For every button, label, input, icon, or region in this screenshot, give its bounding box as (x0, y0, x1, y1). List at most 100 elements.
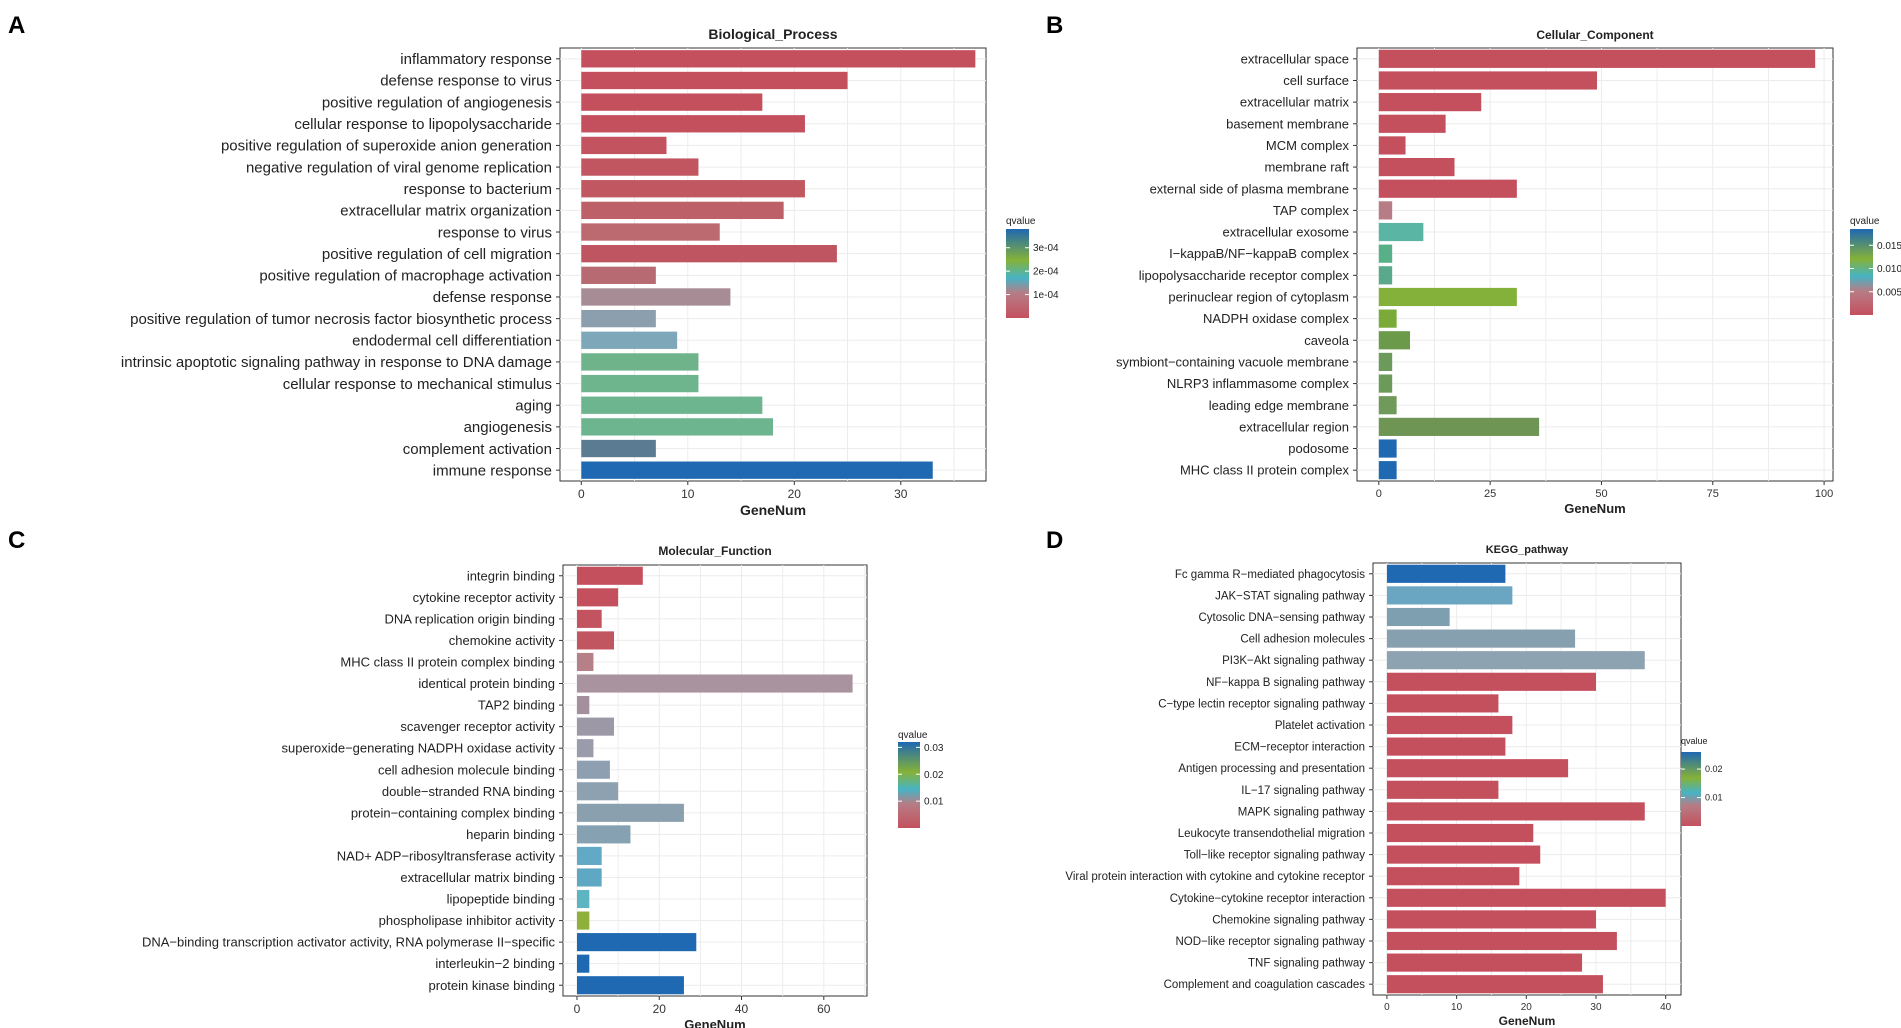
panel-b-legend-title: qvalue (1850, 216, 1880, 227)
panel-b-category-label: external side of plasma membrane (1150, 181, 1349, 196)
panel-c-category-label: TAP2 binding (478, 698, 555, 713)
panel-d-bar (1386, 629, 1576, 648)
panel-a-category-label: endodermal cell differentiation (352, 333, 552, 350)
panel-c-legend-title: qvalue (898, 730, 928, 741)
panel-b-legend-colorbar (1850, 229, 1873, 315)
panel-c-category-label: MHC class II protein complex binding (340, 655, 555, 670)
panel-d-category-label: Fc gamma R−mediated phagocytosis (1175, 569, 1365, 581)
panel-a-bar (581, 331, 678, 349)
panel-c-bar (576, 696, 590, 715)
panel-d-category-label: Chemokine signaling pathway (1212, 914, 1365, 926)
panel-a-legend-tick-label: 2e-04 (1033, 267, 1059, 278)
panel-c-bar (576, 889, 590, 909)
panel-b-category-label: leading edge membrane (1209, 398, 1349, 413)
panel-c-category-label: cytokine receptor activity (413, 590, 556, 605)
panel-b: B Cellular_Component extracellular space ce… (1046, 12, 1901, 516)
panel-d-bar (1386, 759, 1569, 778)
panel-a-bar (581, 461, 933, 479)
panel-b-category-label: TAP complex (1273, 203, 1350, 218)
panel-a-category-label: positive regulation of tumor necrosis fa… (130, 311, 552, 328)
panel-a-category-label: positive regulation of superoxide anion … (221, 138, 552, 155)
panel-d-category-label: ECM−receptor interaction (1234, 742, 1365, 754)
panel-d-category-label: NOD−like receptor signaling pathway (1175, 936, 1365, 948)
panel-b-bar (1378, 266, 1393, 285)
panel-d-category-label: PI3K−Akt signaling pathway (1222, 655, 1365, 667)
panel-c-bar (576, 911, 590, 930)
panel-a-bar (581, 266, 656, 284)
panel-a-xaxis-label: GeneNum (740, 502, 806, 518)
panel-a-xtick-label: 30 (894, 487, 908, 501)
panel-d-category-label: Cell adhesion molecules (1240, 634, 1365, 646)
panel-c-bar (576, 588, 619, 607)
panel-d-bar (1386, 694, 1499, 713)
panel-d-bar (1386, 737, 1506, 756)
panel-c-category-label: identical protein binding (418, 676, 555, 691)
panel-c-bar (576, 652, 594, 672)
panel-b-bar (1378, 157, 1455, 177)
panel-b-bar (1378, 396, 1397, 415)
panel-a-bar (581, 180, 805, 198)
panel-d-category-label: Viral protein interaction with cytokine … (1065, 871, 1365, 883)
panel-d-category-label: Antigen processing and presentation (1178, 763, 1365, 775)
panel-d-legend: qvalue 0.02 0.01 (1681, 736, 1723, 826)
panel-a-bar (581, 50, 976, 68)
panel-c-category-label: NAD+ ADP−ribosyltransferase activity (337, 848, 556, 863)
panel-d-bar (1386, 672, 1596, 691)
panel-a-bar (581, 136, 667, 155)
panel-d-category-label: Platelet activation (1275, 720, 1365, 732)
panel-d-category-label: JAK−STAT signaling pathway (1215, 590, 1365, 602)
panel-b-bar (1378, 352, 1393, 372)
panel-d-category-label: Cytosolic DNA−sensing pathway (1198, 612, 1365, 624)
panel-b-bar (1378, 222, 1424, 242)
panel-c-category-label: double−stranded RNA binding (382, 784, 555, 799)
panel-c-bar (576, 933, 697, 952)
panel-d-xtick-label: 20 (1521, 1002, 1533, 1013)
panel-b-bar (1378, 114, 1446, 133)
panel-c: C Molecular_Function integrin binding cytok… (8, 527, 944, 1028)
panel-a-bar (581, 71, 848, 90)
panel-c-category-label: integrin binding (467, 568, 555, 583)
panel-b-legend: qvalue 0.015 0.010 0.005 (1850, 216, 1901, 315)
panel-a-xtick-label: 0 (578, 487, 585, 501)
panel-d-category-label: NF−kappa B signaling pathway (1206, 677, 1365, 689)
panel-b-bar (1378, 244, 1393, 263)
panel-d-xtick-label: 30 (1590, 1002, 1602, 1013)
panel-b-xtick-label: 100 (1815, 488, 1833, 500)
panel-a-bar (581, 288, 731, 306)
panel-c-plot-area (562, 564, 868, 997)
panel-b-bar (1378, 93, 1482, 112)
panel-d-category-label: Cytokine−cytokine receptor interaction (1170, 893, 1365, 905)
panel-d-legend-tick-label: 0.01 (1705, 793, 1723, 803)
panel-b-category-label: cell surface (1283, 73, 1349, 88)
panel-a-category-label: intrinsic apoptotic signaling pathway in… (121, 354, 552, 371)
panel-a-category-label: immune response (433, 462, 552, 479)
panel-b-category-label: caveola (1304, 333, 1350, 348)
panel-a-category-label: cellular response to mechanical stimulus (283, 376, 552, 393)
panel-d-category-label: MAPK signaling pathway (1238, 806, 1365, 818)
panel-c-legend-tick-label: 0.02 (924, 770, 944, 781)
panel-d-xtick-label: 0 (1384, 1002, 1390, 1013)
panel-b-bar (1378, 136, 1406, 155)
panel-a-category-label: aging (515, 397, 552, 414)
panel-b-xtick-label: 25 (1484, 488, 1496, 500)
panel-c-bar (576, 760, 610, 779)
panel-b-bar (1378, 374, 1393, 393)
panel-b-bar (1378, 461, 1397, 480)
panel-a-category-label: negative regulation of viral genome repl… (246, 159, 552, 176)
panel-c-bar (576, 674, 853, 693)
panel-a-title: Biological_Process (708, 26, 837, 42)
panel-d-bar (1386, 867, 1520, 886)
panel-a-legend-title: qvalue (1006, 216, 1036, 227)
panel-c-xtick-label: 60 (817, 1002, 831, 1016)
panel-a: A Biological_Process inflammatory response… (8, 12, 1059, 518)
panel-c-bar (576, 868, 602, 887)
panel-d-bar (1386, 651, 1645, 670)
panel-a-bar (581, 115, 805, 133)
panel-c-category-label: DNA replication origin binding (384, 611, 555, 626)
panel-a-bar (581, 309, 656, 328)
panel-c-xtick-label: 0 (574, 1002, 581, 1016)
panel-b-xtick-label: 0 (1376, 488, 1382, 500)
panel-a-bar (581, 396, 763, 414)
panel-c-bar (576, 976, 684, 995)
